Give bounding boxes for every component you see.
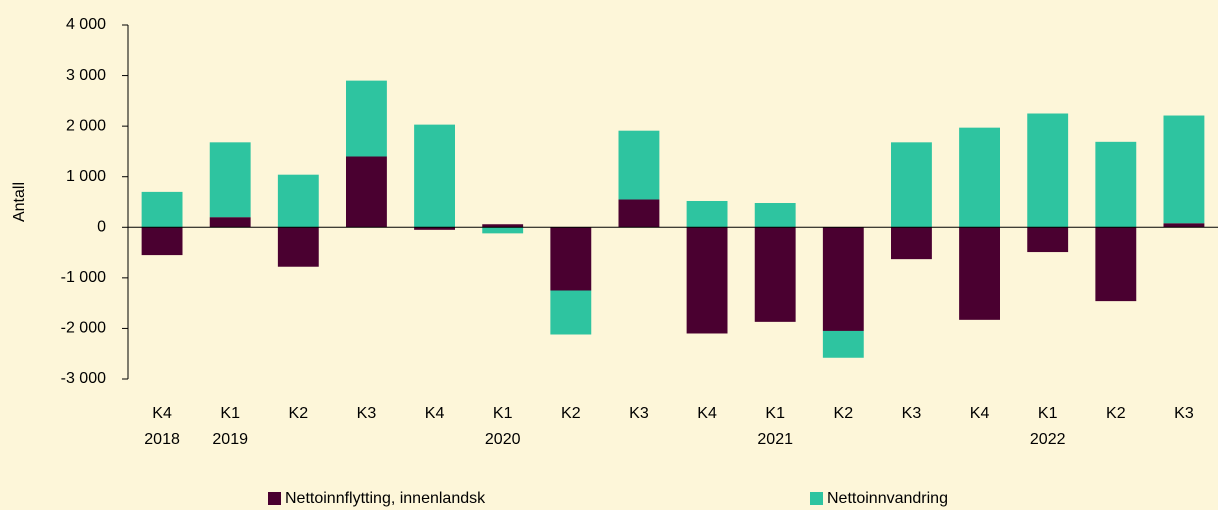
x-year-label: 2020 [485, 431, 521, 448]
bar [618, 199, 660, 228]
y-tick-label: 4 000 [66, 16, 106, 33]
x-tick-label: K3 [357, 405, 377, 422]
legend-swatch [268, 492, 281, 505]
bar [141, 191, 183, 228]
bar [482, 224, 524, 228]
legend-label: Nettoinnflytting, innenlandsk [285, 490, 486, 507]
x-year-label: 2022 [1030, 431, 1066, 448]
bar [959, 127, 1000, 228]
x-year-label: 2018 [144, 431, 180, 448]
x-tick-label: K1 [765, 405, 785, 422]
y-tick-label: 1 000 [66, 168, 106, 185]
x-year-label: 2019 [212, 431, 248, 448]
x-tick-label: K2 [1106, 405, 1126, 422]
x-tick-label: K3 [902, 405, 922, 422]
bar [482, 227, 524, 234]
y-tick-label: -1 000 [61, 269, 106, 286]
bar [891, 227, 932, 260]
legend-label: Nettoinnvandring [827, 490, 948, 507]
x-tick-label: K4 [970, 405, 990, 422]
bar [891, 142, 932, 228]
bar [959, 227, 1000, 320]
x-year-label: 2021 [757, 431, 793, 448]
bar [346, 156, 387, 228]
x-tick-label: K3 [1174, 405, 1194, 422]
x-tick-label: K2 [834, 405, 854, 422]
y-tick-label: -2 000 [61, 320, 106, 337]
y-tick-label: 0 [97, 219, 106, 236]
bar [414, 227, 455, 230]
bar [618, 130, 660, 200]
y-tick-label: 2 000 [66, 117, 106, 134]
y-tick-label: 3 000 [66, 67, 106, 84]
legend-swatch [810, 492, 823, 505]
x-tick-label: K3 [629, 405, 649, 422]
y-tick-label: -3 000 [61, 370, 106, 387]
y-axis-label: Antall [11, 182, 28, 222]
bar [1027, 227, 1069, 253]
x-tick-label: K4 [152, 405, 172, 422]
bar [754, 227, 796, 322]
bar [141, 227, 183, 256]
x-tick-label: K1 [1038, 405, 1058, 422]
bar [822, 330, 864, 358]
bar [686, 227, 728, 334]
bar [822, 227, 864, 331]
bar [209, 217, 251, 228]
bar [1027, 113, 1069, 228]
bar [414, 124, 455, 228]
x-tick-label: K1 [493, 405, 513, 422]
bar [1095, 141, 1137, 228]
bar [346, 80, 387, 157]
bar [754, 203, 796, 228]
bar [277, 174, 319, 228]
bar [1095, 227, 1137, 302]
x-tick-label: K1 [220, 405, 240, 422]
bar [686, 200, 728, 228]
bar [209, 142, 251, 218]
bar [1163, 223, 1205, 228]
bar [1163, 115, 1205, 224]
x-tick-label: K2 [289, 405, 309, 422]
bar [277, 227, 319, 267]
bar [550, 290, 592, 335]
x-tick-label: K4 [697, 405, 717, 422]
x-tick-label: K2 [561, 405, 581, 422]
bar [550, 227, 592, 291]
x-tick-label: K4 [425, 405, 445, 422]
